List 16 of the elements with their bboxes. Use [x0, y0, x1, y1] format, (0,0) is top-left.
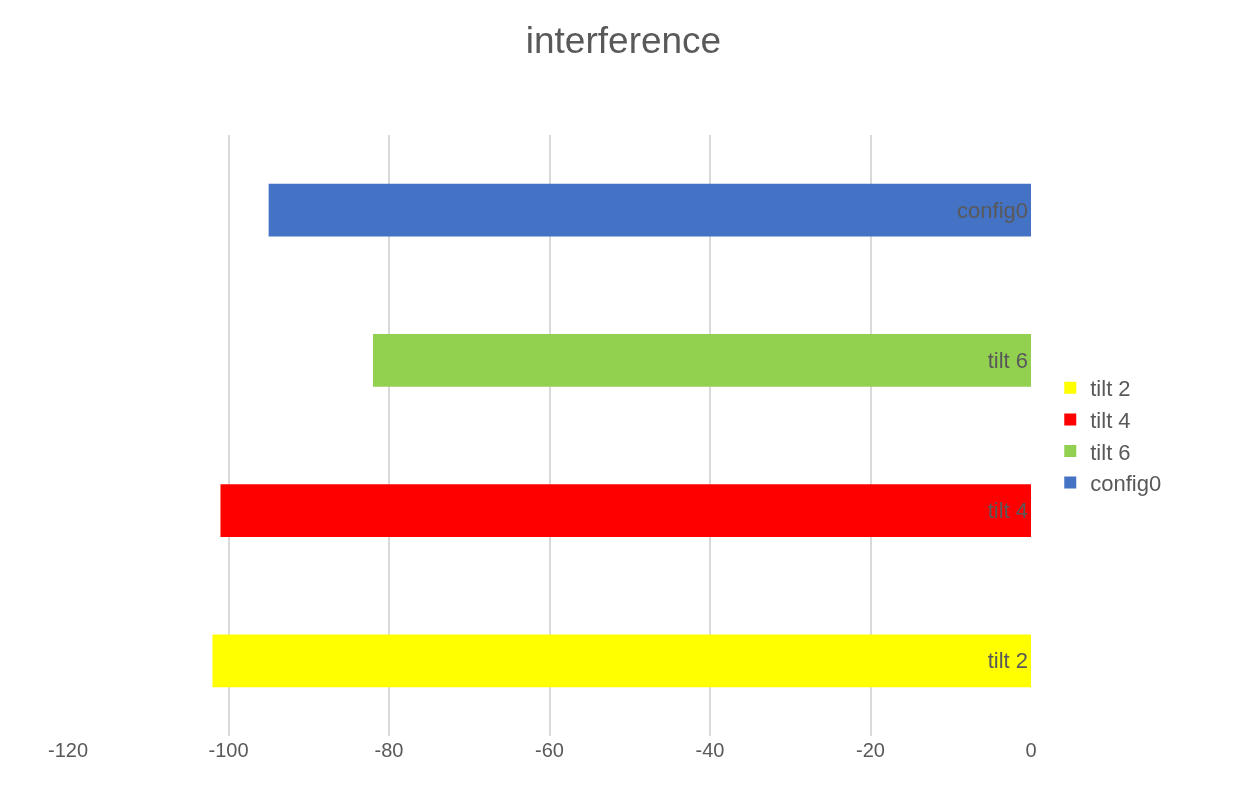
x-tick-label: -60 [535, 739, 564, 761]
legend-label: tilt 2 [1090, 376, 1131, 402]
data-label: tilt 6 [987, 347, 1028, 373]
legend-label: tilt 4 [1090, 407, 1131, 433]
x-tick-label: -100 [208, 739, 249, 761]
legend-label: tilt 6 [1090, 439, 1131, 465]
data-label: tilt 2 [987, 648, 1028, 674]
data-label: tilt 4 [987, 498, 1028, 524]
x-tick-label: -40 [695, 739, 725, 761]
data-label: config0 [957, 197, 1028, 223]
x-tick-label: 0 [1025, 739, 1037, 761]
chart-title: interference [525, 19, 722, 61]
legend-label: config0 [1090, 471, 1162, 497]
x-tick-label: -80 [374, 739, 404, 761]
x-tick-label: -20 [856, 739, 885, 761]
x-tick-label: -120 [47, 739, 89, 761]
